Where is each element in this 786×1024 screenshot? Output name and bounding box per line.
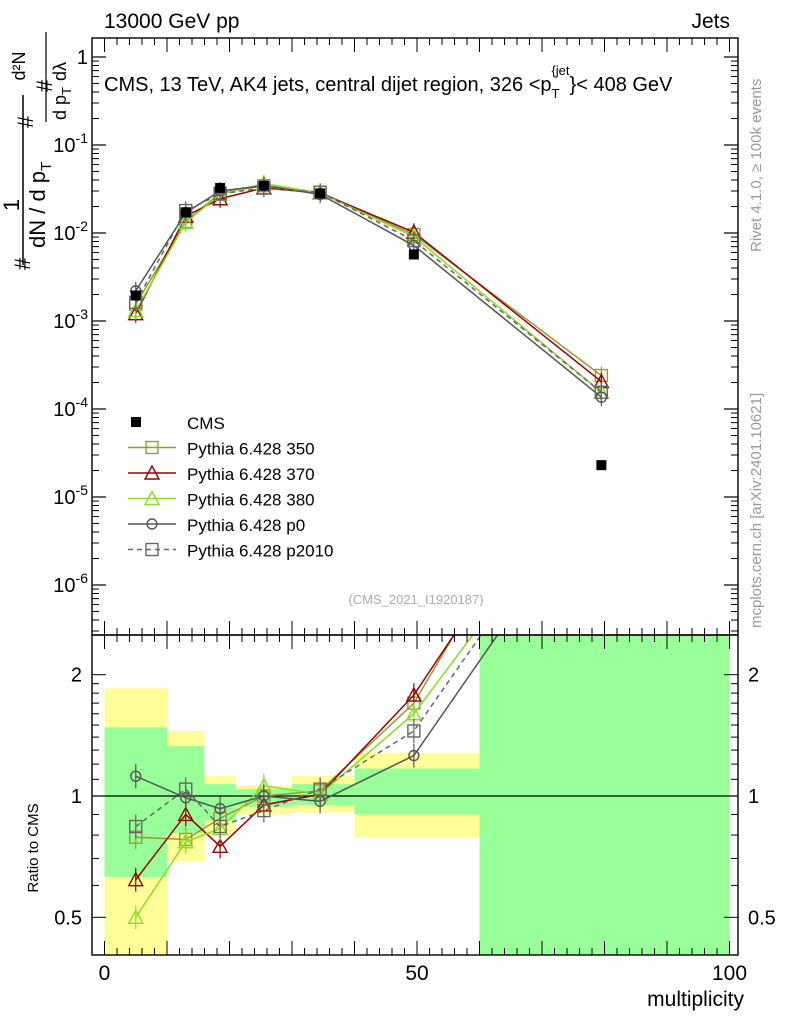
ratio-point bbox=[211, 837, 229, 854]
legend-marker bbox=[143, 490, 161, 506]
data-point bbox=[211, 190, 229, 206]
series-line bbox=[135, 182, 602, 393]
y-tick-label: 10-3 bbox=[53, 306, 88, 333]
series-line bbox=[135, 184, 602, 377]
legend-entry-cms: CMS bbox=[131, 414, 225, 433]
y-title-outer-denominator: dN / d pT bbox=[25, 162, 55, 248]
legend-entry-3: Pythia 6.428 380 bbox=[128, 490, 315, 510]
cms-data-point bbox=[180, 207, 191, 218]
ratio-point bbox=[177, 833, 194, 849]
ratio-point bbox=[127, 908, 144, 925]
cms-data-point bbox=[130, 290, 141, 301]
y-title-inner-numerator: d²N bbox=[9, 51, 29, 80]
ratio-series-clipped bbox=[92, 406, 738, 930]
data-point bbox=[177, 213, 194, 230]
y-tick-label: 10-4 bbox=[53, 394, 88, 421]
legend-label: Pythia 6.428 p0 bbox=[187, 516, 305, 535]
rivet-version-label: Rivet 4.1.0, ≥ 100k events bbox=[748, 79, 765, 252]
ratio-series-5 bbox=[129, 635, 482, 839]
ratio-point bbox=[407, 724, 421, 738]
ratio-point bbox=[408, 749, 420, 762]
ratio-y-tick-label-right: 2 bbox=[748, 665, 759, 687]
cms-data-point bbox=[596, 460, 607, 471]
ratio-y-tick-label-right: 1 bbox=[748, 786, 759, 808]
data-point bbox=[127, 302, 144, 318]
ratio-point bbox=[177, 805, 194, 822]
x-tick-label: 100 bbox=[712, 962, 747, 985]
legend-marker bbox=[143, 464, 161, 480]
data-point bbox=[594, 385, 609, 399]
ratio-y-tick-label-left: 2 bbox=[71, 665, 82, 687]
axes-layer: 1 10-1 10-2 10-3 10-4 10-5 10-6 0 50 100 2 2 1 1 0.5 0.… bbox=[53, 37, 776, 985]
legend-entry-2: Pythia 6.428 370 bbox=[128, 464, 315, 484]
ratio-y-tick-label-left: 1 bbox=[71, 786, 82, 808]
y-tick-label: 10-1 bbox=[53, 130, 88, 157]
x-tick-label: 0 bbox=[99, 962, 111, 985]
ratio-point bbox=[129, 819, 143, 834]
y-tick-label: 1 bbox=[77, 47, 88, 69]
ratio-point bbox=[313, 782, 327, 796]
ratio-point bbox=[130, 770, 142, 782]
y-tick-label: 10-5 bbox=[53, 482, 88, 509]
ratio-y-axis-title: Ratio to CMS bbox=[25, 803, 42, 892]
series-4 bbox=[130, 176, 608, 407]
analysis-watermark: (CMS_2021_I1920187) bbox=[348, 592, 483, 607]
ratio-y-tick-label-left: 0.5 bbox=[54, 907, 82, 929]
category-label: Jets bbox=[691, 10, 730, 33]
legend-marker bbox=[145, 542, 159, 557]
series-5 bbox=[129, 178, 609, 402]
legend-label: Pythia 6.428 370 bbox=[187, 465, 315, 484]
ratio-point bbox=[257, 803, 271, 818]
ratio-series-layer bbox=[92, 406, 738, 930]
cms-data-point bbox=[215, 182, 226, 193]
cms-data-point bbox=[408, 249, 419, 260]
y-title-outer-numerator: 1 bbox=[0, 199, 24, 211]
data-point bbox=[407, 233, 421, 248]
ratio-point bbox=[179, 782, 193, 796]
legend-label: Pythia 6.428 380 bbox=[187, 491, 315, 510]
legend-entry-5: Pythia 6.428 p2010 bbox=[128, 542, 334, 561]
ratio-point bbox=[214, 803, 226, 815]
y-title-hash-b: # bbox=[32, 79, 57, 92]
cms-data-point bbox=[315, 188, 326, 199]
ratio-point bbox=[596, 480, 606, 490]
y-tick-label: 10-6 bbox=[53, 570, 88, 597]
legend-entry-4: Pythia 6.428 p0 bbox=[128, 516, 305, 535]
legend-marker bbox=[131, 417, 141, 427]
legend-marker bbox=[146, 518, 158, 530]
energy-label: 13000 GeV pp bbox=[104, 10, 239, 33]
mcplots-label: mcplots.cern.ch [arXiv:2401.10621] bbox=[748, 393, 765, 628]
main-series-layer bbox=[127, 174, 610, 471]
ratio-point bbox=[127, 871, 144, 887]
ratio-band-green bbox=[354, 768, 480, 815]
ratio-frame bbox=[91, 634, 739, 956]
legend-label: CMS bbox=[187, 414, 225, 433]
ratio-point bbox=[594, 406, 608, 419]
ratio-point bbox=[405, 686, 423, 702]
series-line bbox=[135, 187, 602, 393]
ratio-uncertainty-bands bbox=[104, 635, 730, 955]
legend-marker bbox=[145, 440, 159, 455]
data-point bbox=[127, 305, 144, 321]
x-axis-title: multiplicity bbox=[647, 988, 744, 1011]
ratio-y-tick-label-right: 0.5 bbox=[748, 907, 776, 929]
legend: CMS Pythia 6.428 350 Pythia 6.428 370 Pythi… bbox=[128, 414, 334, 561]
cms-data bbox=[130, 180, 607, 471]
cms-data-point bbox=[258, 180, 269, 191]
y-title-hash-a: # bbox=[13, 115, 38, 128]
y-tick-label: 10-2 bbox=[53, 218, 88, 245]
chart-title: CMS, 13 TeV, AK4 jets, central dijet reg… bbox=[104, 63, 673, 101]
x-tick-label: 50 bbox=[405, 962, 428, 985]
legend-label: Pythia 6.428 350 bbox=[187, 440, 315, 459]
ratio-band-green bbox=[479, 635, 730, 955]
legend-entry-1: Pythia 6.428 350 bbox=[128, 440, 315, 459]
ratio-band-green bbox=[104, 727, 167, 877]
ratio-point bbox=[213, 819, 227, 834]
legend-label: Pythia 6.428 p2010 bbox=[187, 542, 334, 561]
y-axis-title: # 1 dN / d pT # # d²N d pTdλ bbox=[0, 32, 74, 270]
y-title-inner-denominator: d pTdλ bbox=[50, 62, 74, 120]
